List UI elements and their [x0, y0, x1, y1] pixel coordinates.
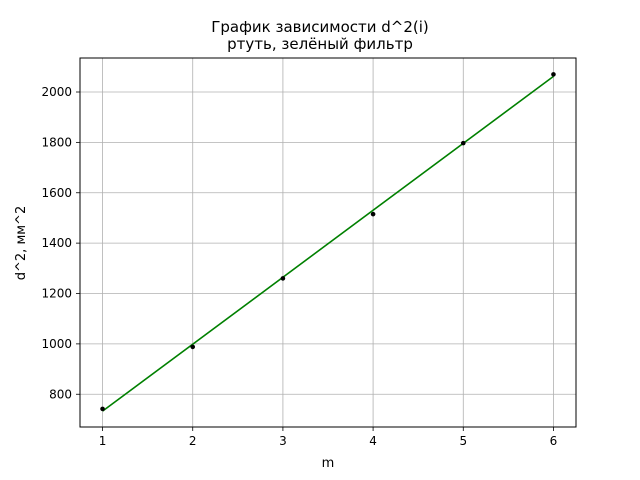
- x-tick-label: 3: [279, 434, 287, 448]
- plot-frame: [79, 57, 577, 428]
- y-tick-label: 1600: [41, 186, 72, 200]
- y-tick-label: 1400: [41, 236, 72, 250]
- x-tick-label: 4: [369, 434, 377, 448]
- chart-title: График зависимости d^2(i): [211, 18, 429, 36]
- y-axis-label: d^2, мм^2: [14, 206, 29, 280]
- y-tick-label: 1800: [41, 135, 72, 149]
- fit-line: [102, 75, 554, 412]
- x-tick-label: 1: [99, 434, 107, 448]
- y-tick-label: 1000: [41, 337, 72, 351]
- y-tick-label: 2000: [41, 85, 72, 99]
- grid: [80, 58, 576, 427]
- x-axis-label: m: [322, 456, 335, 471]
- ticks: 1 2 3 4 5 6 800 1000 1200 1400 1600 1800 2000: [41, 85, 557, 448]
- series-layer: [100, 72, 556, 412]
- x-tick-label: 2: [189, 434, 197, 448]
- y-tick-label: 800: [49, 387, 72, 401]
- chart-subtitle: ртуть, зелёный фильтр: [227, 35, 413, 53]
- data-point: [190, 344, 196, 350]
- data-point: [551, 72, 556, 77]
- y-tick-label: 1200: [41, 287, 72, 301]
- data-point: [280, 276, 286, 281]
- data-point: [370, 211, 376, 217]
- x-tick-label: 6: [550, 434, 558, 448]
- x-tick-label: 5: [459, 434, 467, 448]
- data-point: [460, 140, 466, 146]
- data-point: [100, 406, 105, 412]
